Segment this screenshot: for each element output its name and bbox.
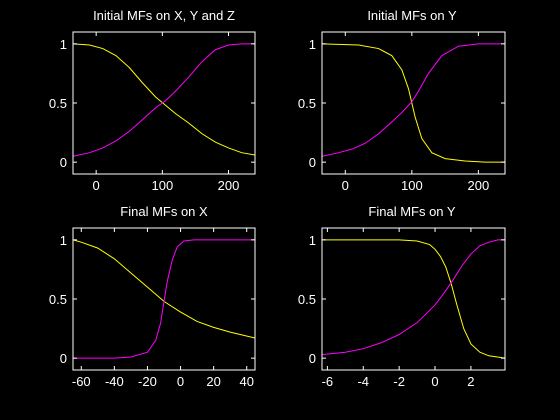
- y-tick-label: 0: [309, 351, 316, 366]
- x-tick-label: 2: [467, 374, 474, 389]
- series-line-0: [322, 239, 505, 359]
- axes-frame: [321, 227, 506, 371]
- series-line-0: [73, 239, 255, 339]
- x-tick-label: -2: [393, 374, 405, 389]
- x-tick-label: 100: [401, 178, 423, 193]
- axes-frame: [72, 31, 256, 175]
- subplot-title: Final MFs on Y: [368, 204, 456, 219]
- series-line-0: [322, 43, 505, 163]
- x-tick-label: 100: [151, 178, 173, 193]
- x-tick-label: 40: [239, 374, 253, 389]
- subplot-final-mfs-x: Final MFs on X -60 -40 -20 0 20 40 0 0.5 1: [49, 204, 256, 389]
- subplot-title: Initial MFs on Y: [367, 8, 457, 23]
- subplot-title: Final MFs on X: [120, 204, 208, 219]
- y-tick-label: 0.5: [49, 96, 67, 111]
- x-tick-label: -60: [72, 374, 91, 389]
- subplot-initial-mfs-xyz: Initial MFs on X, Y and Z 0 100 200 0 0.5 1: [49, 8, 256, 193]
- x-tick-label: 20: [206, 374, 220, 389]
- series-line-1: [73, 43, 255, 157]
- x-tick-label: -40: [105, 374, 124, 389]
- y-tick-label: 0.5: [298, 96, 316, 111]
- x-tick-label: 200: [468, 178, 490, 193]
- x-tick-label: 0: [93, 178, 100, 193]
- y-tick-label: 0: [60, 155, 67, 170]
- x-tick-label: -6: [322, 374, 334, 389]
- axes-frame: [321, 31, 506, 175]
- x-tick-label: 0: [342, 178, 349, 193]
- series-line-0: [73, 43, 255, 156]
- series-line-1: [322, 43, 505, 157]
- series-line-1: [73, 239, 255, 359]
- x-tick-label: 200: [218, 178, 240, 193]
- subplot-initial-mfs-y: Initial MFs on Y 0 100 200 0 0.5 1: [298, 8, 506, 193]
- series-line-1: [322, 239, 505, 356]
- x-tick-label: -4: [357, 374, 369, 389]
- x-tick-label: -20: [138, 374, 157, 389]
- x-tick-label: 0: [431, 374, 438, 389]
- y-tick-label: 0.5: [298, 292, 316, 307]
- y-tick-label: 1: [309, 233, 316, 248]
- y-tick-label: 0: [309, 155, 316, 170]
- subplot-title: Initial MFs on X, Y and Z: [93, 8, 235, 23]
- y-tick-label: 1: [309, 37, 316, 52]
- subplot-final-mfs-y: Final MFs on Y -6 -4 -2 0 2 0 0.5 1: [298, 204, 506, 389]
- y-tick-label: 1: [60, 233, 67, 248]
- y-tick-label: 0: [60, 351, 67, 366]
- x-tick-label: 0: [177, 374, 184, 389]
- y-tick-label: 0.5: [49, 292, 67, 307]
- y-tick-label: 1: [60, 37, 67, 52]
